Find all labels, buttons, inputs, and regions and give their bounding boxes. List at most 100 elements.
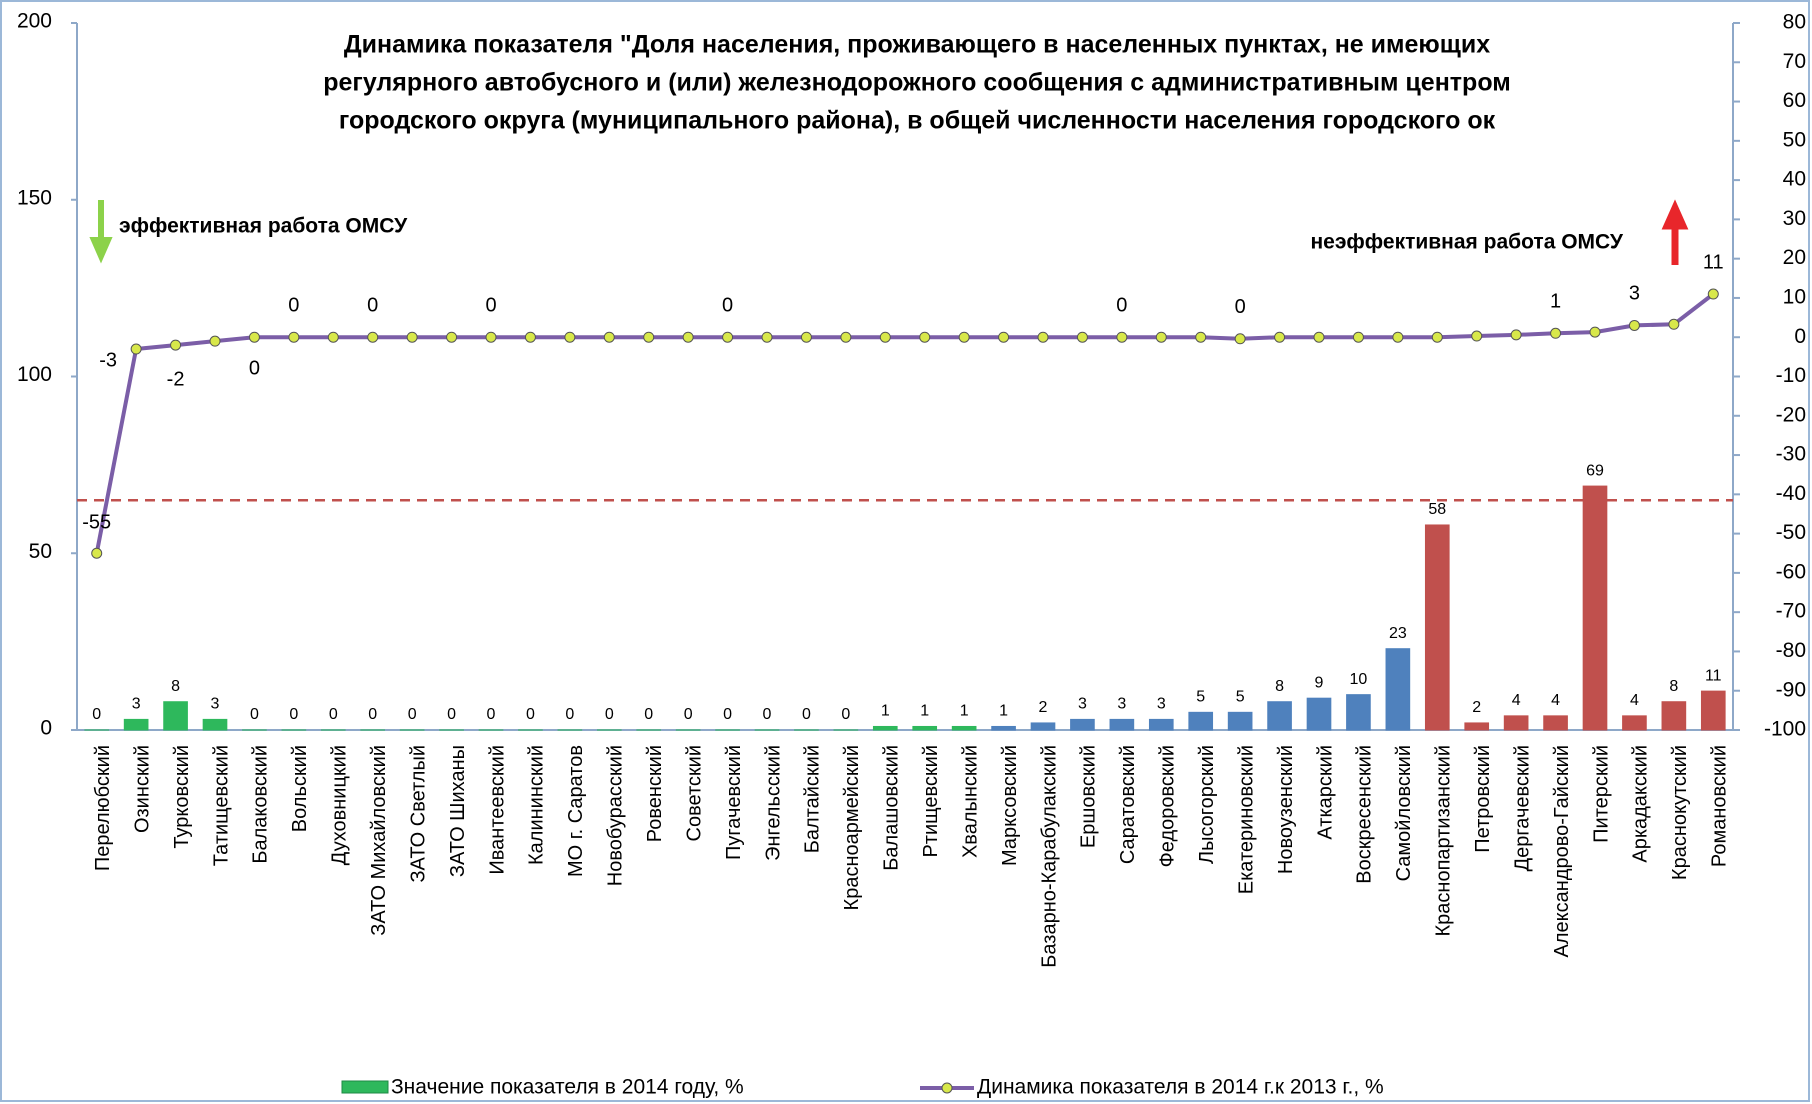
bar-value-label: 0 (368, 706, 377, 723)
bar-value-label: 0 (447, 706, 456, 723)
line-marker (288, 331, 300, 343)
line-marker (643, 331, 655, 343)
y2-tick-label: 80 (1783, 11, 1806, 34)
up-arrow (1661, 199, 1689, 265)
bar (1503, 715, 1529, 731)
x-tick-label: Красноармейский (841, 745, 863, 910)
x-tick-label: Базарно-Карабулакский (1038, 745, 1060, 968)
bar (163, 701, 188, 731)
bar (1030, 722, 1056, 731)
x-tick-label: Вольский (289, 745, 311, 832)
bar-value-label: 5 (1236, 689, 1245, 706)
bar-value-label: 8 (171, 678, 180, 695)
line-marker (564, 331, 576, 343)
x-tick-label: Александрово-Гайский (1551, 745, 1573, 957)
y2-tick-label: 10 (1783, 285, 1806, 308)
y2-tick-label: 50 (1783, 128, 1806, 151)
line-value-label: -55 (82, 512, 111, 534)
x-tick-label: Петровский (1472, 745, 1494, 853)
bar-value-label: 0 (250, 706, 259, 723)
x-tick-label: Аткарский (1314, 745, 1336, 840)
x-tick-label: Ивантеевский (486, 745, 508, 875)
x-tick-label: Советский (683, 745, 705, 841)
bar-value-label: 11 (1705, 667, 1722, 684)
bar-value-label: 0 (526, 706, 535, 723)
bar-value-label: 0 (644, 706, 653, 723)
y2-tick-label: -90 (1776, 678, 1806, 701)
bar (1267, 701, 1292, 731)
bar (1700, 690, 1726, 731)
x-tick-label: Романовский (1709, 745, 1731, 867)
line-value-label: -2 (167, 368, 185, 390)
x-tick-label: Хвалынский (959, 745, 981, 858)
y2-tick-label: 40 (1783, 168, 1806, 191)
x-tick-label: Балашовский (881, 745, 903, 871)
x-tick-label: Новоузенский (1275, 745, 1297, 874)
x-tick-label: Екатериновский (1235, 745, 1257, 894)
bar-value-label: 0 (605, 706, 614, 723)
legend-label: Динамика показателя в 2014 г.к 2013 г., … (977, 1076, 1384, 1099)
bar-value-label: 69 (1586, 462, 1604, 479)
x-tick-label: Лысогорский (1196, 745, 1218, 864)
line-value-label: -3 (99, 349, 117, 371)
line-marker (1313, 331, 1325, 343)
y2-tick-label: 20 (1783, 246, 1806, 269)
y2-tick-label: 70 (1783, 50, 1806, 73)
x-tick-label: ЗАТО Светлый (407, 745, 429, 883)
x-tick-label: Духовницкий (329, 745, 351, 865)
bar (1385, 648, 1411, 731)
bar-value-label: 0 (763, 706, 772, 723)
bar-value-label: 58 (1428, 501, 1446, 518)
line-marker (327, 331, 339, 343)
x-tick-label: Энгельсский (762, 745, 784, 861)
bar (1227, 711, 1253, 731)
y-tick-label: 200 (17, 10, 52, 33)
bar (1582, 485, 1608, 731)
bar-value-label: 4 (1630, 692, 1639, 709)
down-arrow (89, 200, 113, 264)
bar-value-label: 3 (1117, 696, 1126, 713)
line-value-label: 0 (1235, 296, 1246, 318)
line-value-label: 0 (288, 295, 299, 317)
x-tick-label: Федоровский (1157, 745, 1179, 867)
line-marker (1550, 327, 1562, 339)
bar (991, 725, 1016, 731)
y2-tick-label: -20 (1776, 403, 1806, 426)
x-tick-label: МО г. Саратов (565, 745, 587, 877)
x-tick-label: Ртищевский (920, 745, 942, 858)
line-marker (1234, 333, 1246, 345)
x-tick-label: Турковский (171, 745, 193, 849)
bar-value-label: 0 (487, 706, 496, 723)
bar (1346, 694, 1371, 731)
x-tick-label: Самойловский (1393, 745, 1415, 881)
bar (202, 718, 228, 731)
bar-value-label: 3 (211, 696, 220, 713)
line-marker (603, 331, 615, 343)
line-marker (998, 331, 1010, 343)
bar-value-label: 1 (999, 703, 1008, 720)
bar-value-label: 0 (802, 706, 811, 723)
y2-tick-label: -40 (1776, 482, 1806, 505)
bar-value-label: 8 (1275, 678, 1284, 695)
y2-tick-label: -100 (1764, 718, 1806, 741)
bar-value-label: 0 (329, 706, 338, 723)
line-marker (1037, 331, 1049, 343)
y2-tick-label: -30 (1776, 443, 1806, 466)
line-marker (1668, 318, 1680, 330)
bar-value-label: 1 (960, 703, 969, 720)
x-tick-label: Аркадакский (1630, 745, 1652, 863)
bar (951, 725, 977, 731)
x-tick-label: Саратовский (1117, 745, 1139, 864)
bar (1464, 722, 1490, 731)
line-value-label: 11 (1703, 251, 1724, 273)
title-line: Динамика показателя "Доля населения, про… (344, 31, 1490, 59)
line-value-label: 0 (485, 295, 496, 317)
bar-value-label: 1 (881, 703, 890, 720)
bar-value-label: 10 (1350, 671, 1368, 688)
line-marker (524, 331, 536, 343)
x-tick-label: Озинский (131, 745, 153, 833)
line-marker (919, 331, 931, 343)
line-marker (209, 335, 221, 347)
line-marker (1116, 331, 1128, 343)
